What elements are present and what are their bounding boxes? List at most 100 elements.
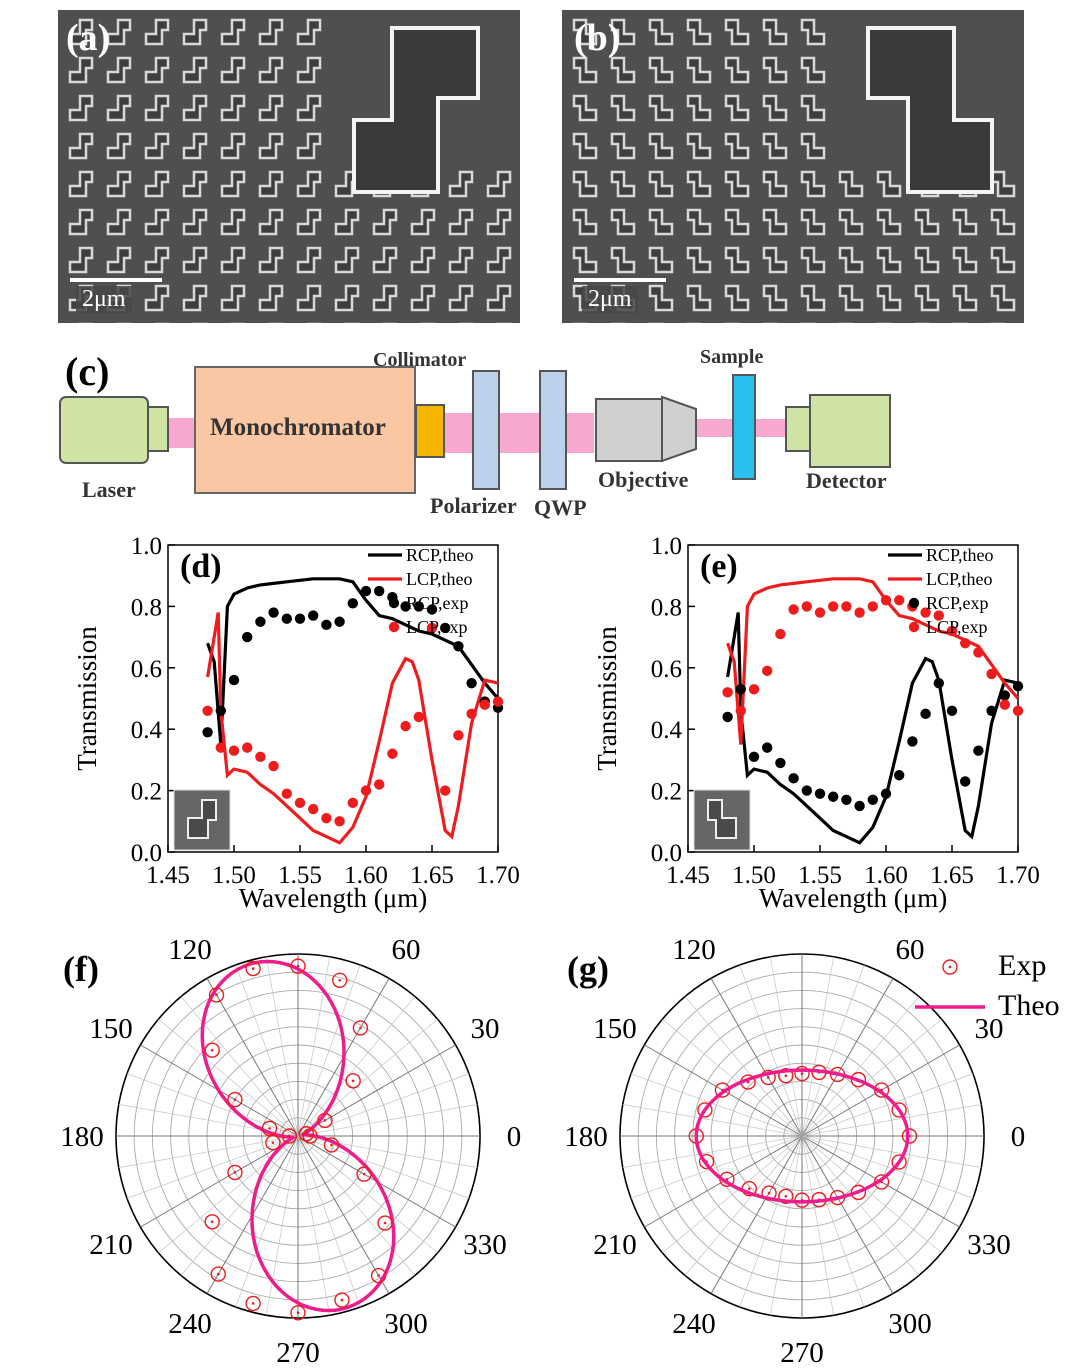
meta-atom xyxy=(572,94,598,122)
data-point xyxy=(294,613,306,624)
meta-atom xyxy=(296,284,322,312)
polar-spoke xyxy=(739,1135,803,1308)
polar-spoke xyxy=(630,1135,803,1199)
meta-atom xyxy=(220,170,246,198)
legend-marker xyxy=(388,621,400,633)
x-tick-label: 1.50 xyxy=(212,862,256,889)
meta-atom xyxy=(838,208,864,236)
exp-marker xyxy=(794,1065,810,1082)
meta-atom xyxy=(486,170,512,198)
exp-marker xyxy=(778,1188,794,1204)
meta-atom xyxy=(68,56,94,84)
meta-atom xyxy=(724,284,750,312)
data-point xyxy=(268,607,279,618)
data-point xyxy=(960,638,971,649)
meta-atom xyxy=(448,208,474,236)
meta-atom xyxy=(876,246,902,274)
polar-spoke xyxy=(710,1135,803,1294)
data-point xyxy=(255,616,266,627)
data-point xyxy=(281,613,292,624)
data-point xyxy=(894,770,905,781)
data-point xyxy=(334,816,345,827)
sample-label: Sample xyxy=(700,346,763,368)
meta-atom xyxy=(610,56,636,84)
meta-atom xyxy=(800,284,826,312)
meta-atom xyxy=(686,170,712,198)
exp-marker-dot xyxy=(340,1298,344,1302)
meta-atom xyxy=(106,94,132,122)
angle-label: 210 xyxy=(593,1229,637,1261)
meta-atom xyxy=(800,94,826,122)
meta-atom xyxy=(258,18,284,46)
data-point xyxy=(828,791,839,802)
meta-atom xyxy=(296,56,322,84)
meta-atom xyxy=(572,170,598,198)
meta-atom xyxy=(800,208,826,236)
data-point xyxy=(946,625,958,637)
exp-marker xyxy=(210,1266,226,1282)
data-point xyxy=(801,601,812,612)
exp-marker-dot xyxy=(210,1048,214,1052)
meta-atom xyxy=(68,170,94,198)
data-point xyxy=(268,760,279,772)
meta-atom xyxy=(334,284,360,312)
meta-atom xyxy=(486,246,512,274)
data-point xyxy=(308,610,319,621)
meta-atom xyxy=(182,132,208,160)
x-tick-label: 1.65 xyxy=(930,862,974,889)
data-point xyxy=(814,788,826,799)
meta-atom xyxy=(372,246,398,274)
angle-label: 330 xyxy=(967,1229,1011,1261)
panel-label-c: (c) xyxy=(65,349,109,394)
meta-atom xyxy=(990,284,1016,312)
y-tick-label: 0.6 xyxy=(651,656,682,683)
exp-marker xyxy=(227,1164,243,1181)
data-point xyxy=(308,803,319,815)
exp-marker xyxy=(204,1214,220,1230)
data-point xyxy=(986,705,997,716)
collimator-label: Collimator xyxy=(373,349,466,371)
objective-label: Objective xyxy=(598,467,689,492)
data-point xyxy=(841,601,852,612)
x-tick-label: 1.55 xyxy=(278,862,322,889)
polar-spoke xyxy=(801,1135,942,1254)
exp-marker-dot xyxy=(268,1127,271,1130)
meta-atom xyxy=(990,170,1016,198)
meta-atom xyxy=(144,56,170,84)
meta-atom xyxy=(296,94,322,122)
polar-spoke xyxy=(297,996,416,1137)
y-tick-label: 0.4 xyxy=(131,717,163,744)
data-point xyxy=(814,607,826,618)
data-point xyxy=(228,745,240,756)
meta-atom xyxy=(220,284,246,312)
chart-e: 1.45 1.50 1.55 1.60 1.65 1.70 0.0 0.2 0.4 0.6 0.8 1… xyxy=(592,533,1040,913)
meta-atom xyxy=(686,56,712,84)
data-point xyxy=(788,604,799,615)
meta-atom xyxy=(952,284,978,312)
exp-marker xyxy=(352,1020,369,1036)
meta-atom xyxy=(296,18,322,46)
sem-image-a: (a) 2μm xyxy=(58,10,520,323)
meta-atom xyxy=(410,208,436,236)
meta-atom xyxy=(68,18,94,46)
meta-atom xyxy=(610,170,636,198)
meta-atom xyxy=(800,170,826,198)
exp-marker-dot xyxy=(784,1194,788,1198)
polar-spoke xyxy=(801,1135,894,1294)
data-point xyxy=(880,595,892,606)
exp-marker xyxy=(850,1184,867,1201)
legend-label: LCP,theo xyxy=(926,569,993,589)
monochromator-box xyxy=(194,366,416,494)
polar-spoke xyxy=(158,1018,299,1137)
meta-atom xyxy=(724,94,750,122)
angle-label: 270 xyxy=(780,1337,824,1369)
qwp-label: QWP xyxy=(534,495,587,520)
y-tick-label: 0.2 xyxy=(131,779,162,806)
data-point xyxy=(255,751,266,763)
polarizer-plate xyxy=(472,370,500,490)
angle-label: 150 xyxy=(89,1013,133,1045)
x-tick-label: 1.70 xyxy=(996,862,1040,889)
meta-atom xyxy=(296,208,322,236)
data-point xyxy=(775,757,786,769)
angle-label: 60 xyxy=(896,935,925,966)
